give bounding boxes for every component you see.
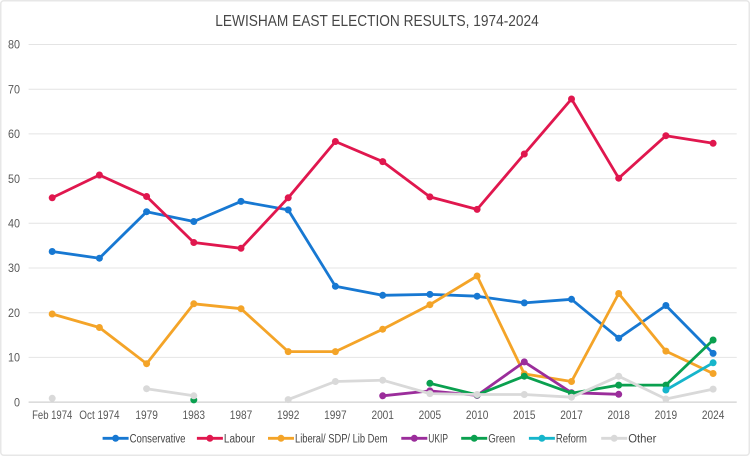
svg-text:1992: 1992 (277, 408, 300, 422)
svg-text:50: 50 (8, 172, 20, 186)
svg-text:Other: Other (628, 433, 656, 445)
svg-text:2017: 2017 (560, 408, 583, 422)
svg-text:Labour: Labour (224, 433, 255, 445)
svg-text:10: 10 (8, 351, 20, 365)
svg-text:1983: 1983 (183, 408, 206, 422)
svg-text:2019: 2019 (655, 408, 678, 422)
svg-text:1987: 1987 (230, 408, 253, 422)
svg-text:1997: 1997 (324, 408, 347, 422)
svg-text:Oct 1974: Oct 1974 (79, 408, 119, 422)
svg-text:Conservative: Conservative (130, 433, 186, 445)
svg-text:60: 60 (8, 127, 20, 141)
svg-text:2024: 2024 (702, 408, 725, 422)
svg-text:20: 20 (8, 306, 20, 320)
svg-text:Liberal/ SDP/ Lib Dem: Liberal/ SDP/ Lib Dem (295, 433, 387, 445)
svg-text:40: 40 (8, 217, 20, 231)
svg-text:30: 30 (8, 261, 20, 275)
svg-text:LEWISHAM EAST ELECTION RESULTS: LEWISHAM EAST ELECTION RESULTS, 1974-202… (215, 13, 539, 30)
svg-text:2015: 2015 (513, 408, 536, 422)
svg-text:2010: 2010 (466, 408, 489, 422)
svg-text:0: 0 (14, 395, 20, 409)
svg-text:UKIP: UKIP (428, 433, 448, 445)
svg-text:2005: 2005 (419, 408, 442, 422)
svg-text:2018: 2018 (607, 408, 630, 422)
svg-text:2001: 2001 (371, 408, 394, 422)
svg-text:Feb 1974: Feb 1974 (32, 408, 72, 422)
svg-text:1979: 1979 (135, 408, 158, 422)
svg-text:70: 70 (8, 82, 20, 96)
svg-text:Green: Green (488, 433, 515, 445)
svg-text:80: 80 (8, 38, 20, 52)
svg-text:Reform: Reform (556, 433, 587, 445)
